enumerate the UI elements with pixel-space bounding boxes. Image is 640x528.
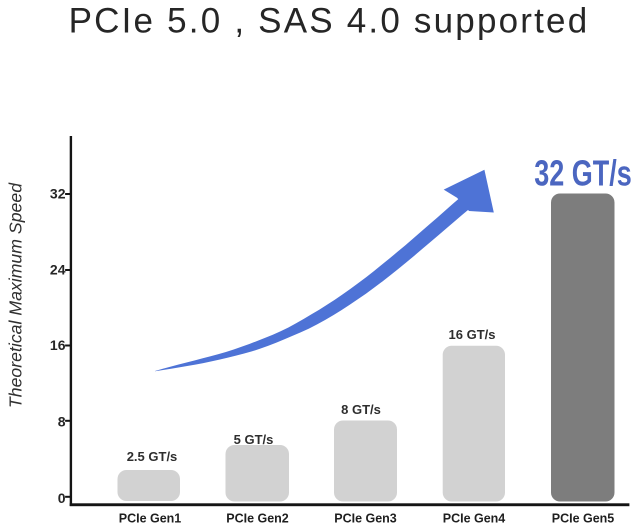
- svg-text:16: 16: [50, 337, 66, 353]
- svg-text:24: 24: [50, 262, 66, 278]
- svg-text:32: 32: [50, 186, 66, 202]
- svg-text:Theoretical Maximum Speed: Theoretical Maximum Speed: [6, 182, 26, 408]
- svg-text:8: 8: [58, 413, 66, 429]
- svg-text:PCIe Gen3: PCIe Gen3: [334, 512, 397, 526]
- svg-text:0: 0: [58, 490, 66, 506]
- svg-text:2.5 GT/s: 2.5 GT/s: [127, 449, 178, 464]
- svg-text:32 GT/s: 32 GT/s: [534, 153, 632, 194]
- svg-text:8 GT/s: 8 GT/s: [341, 402, 381, 417]
- svg-text:PCIe 5.0 , SAS 4.0 supported: PCIe 5.0 , SAS 4.0 supported: [69, 2, 590, 41]
- svg-text:5 GT/s: 5 GT/s: [234, 432, 274, 447]
- svg-text:PCIe Gen2: PCIe Gen2: [226, 512, 289, 526]
- svg-text:16 GT/s: 16 GT/s: [449, 327, 496, 342]
- svg-text:PCIe Gen1: PCIe Gen1: [119, 512, 182, 526]
- svg-text:PCIe Gen5: PCIe Gen5: [552, 512, 615, 526]
- svg-text:PCIe Gen4: PCIe Gen4: [443, 512, 506, 526]
